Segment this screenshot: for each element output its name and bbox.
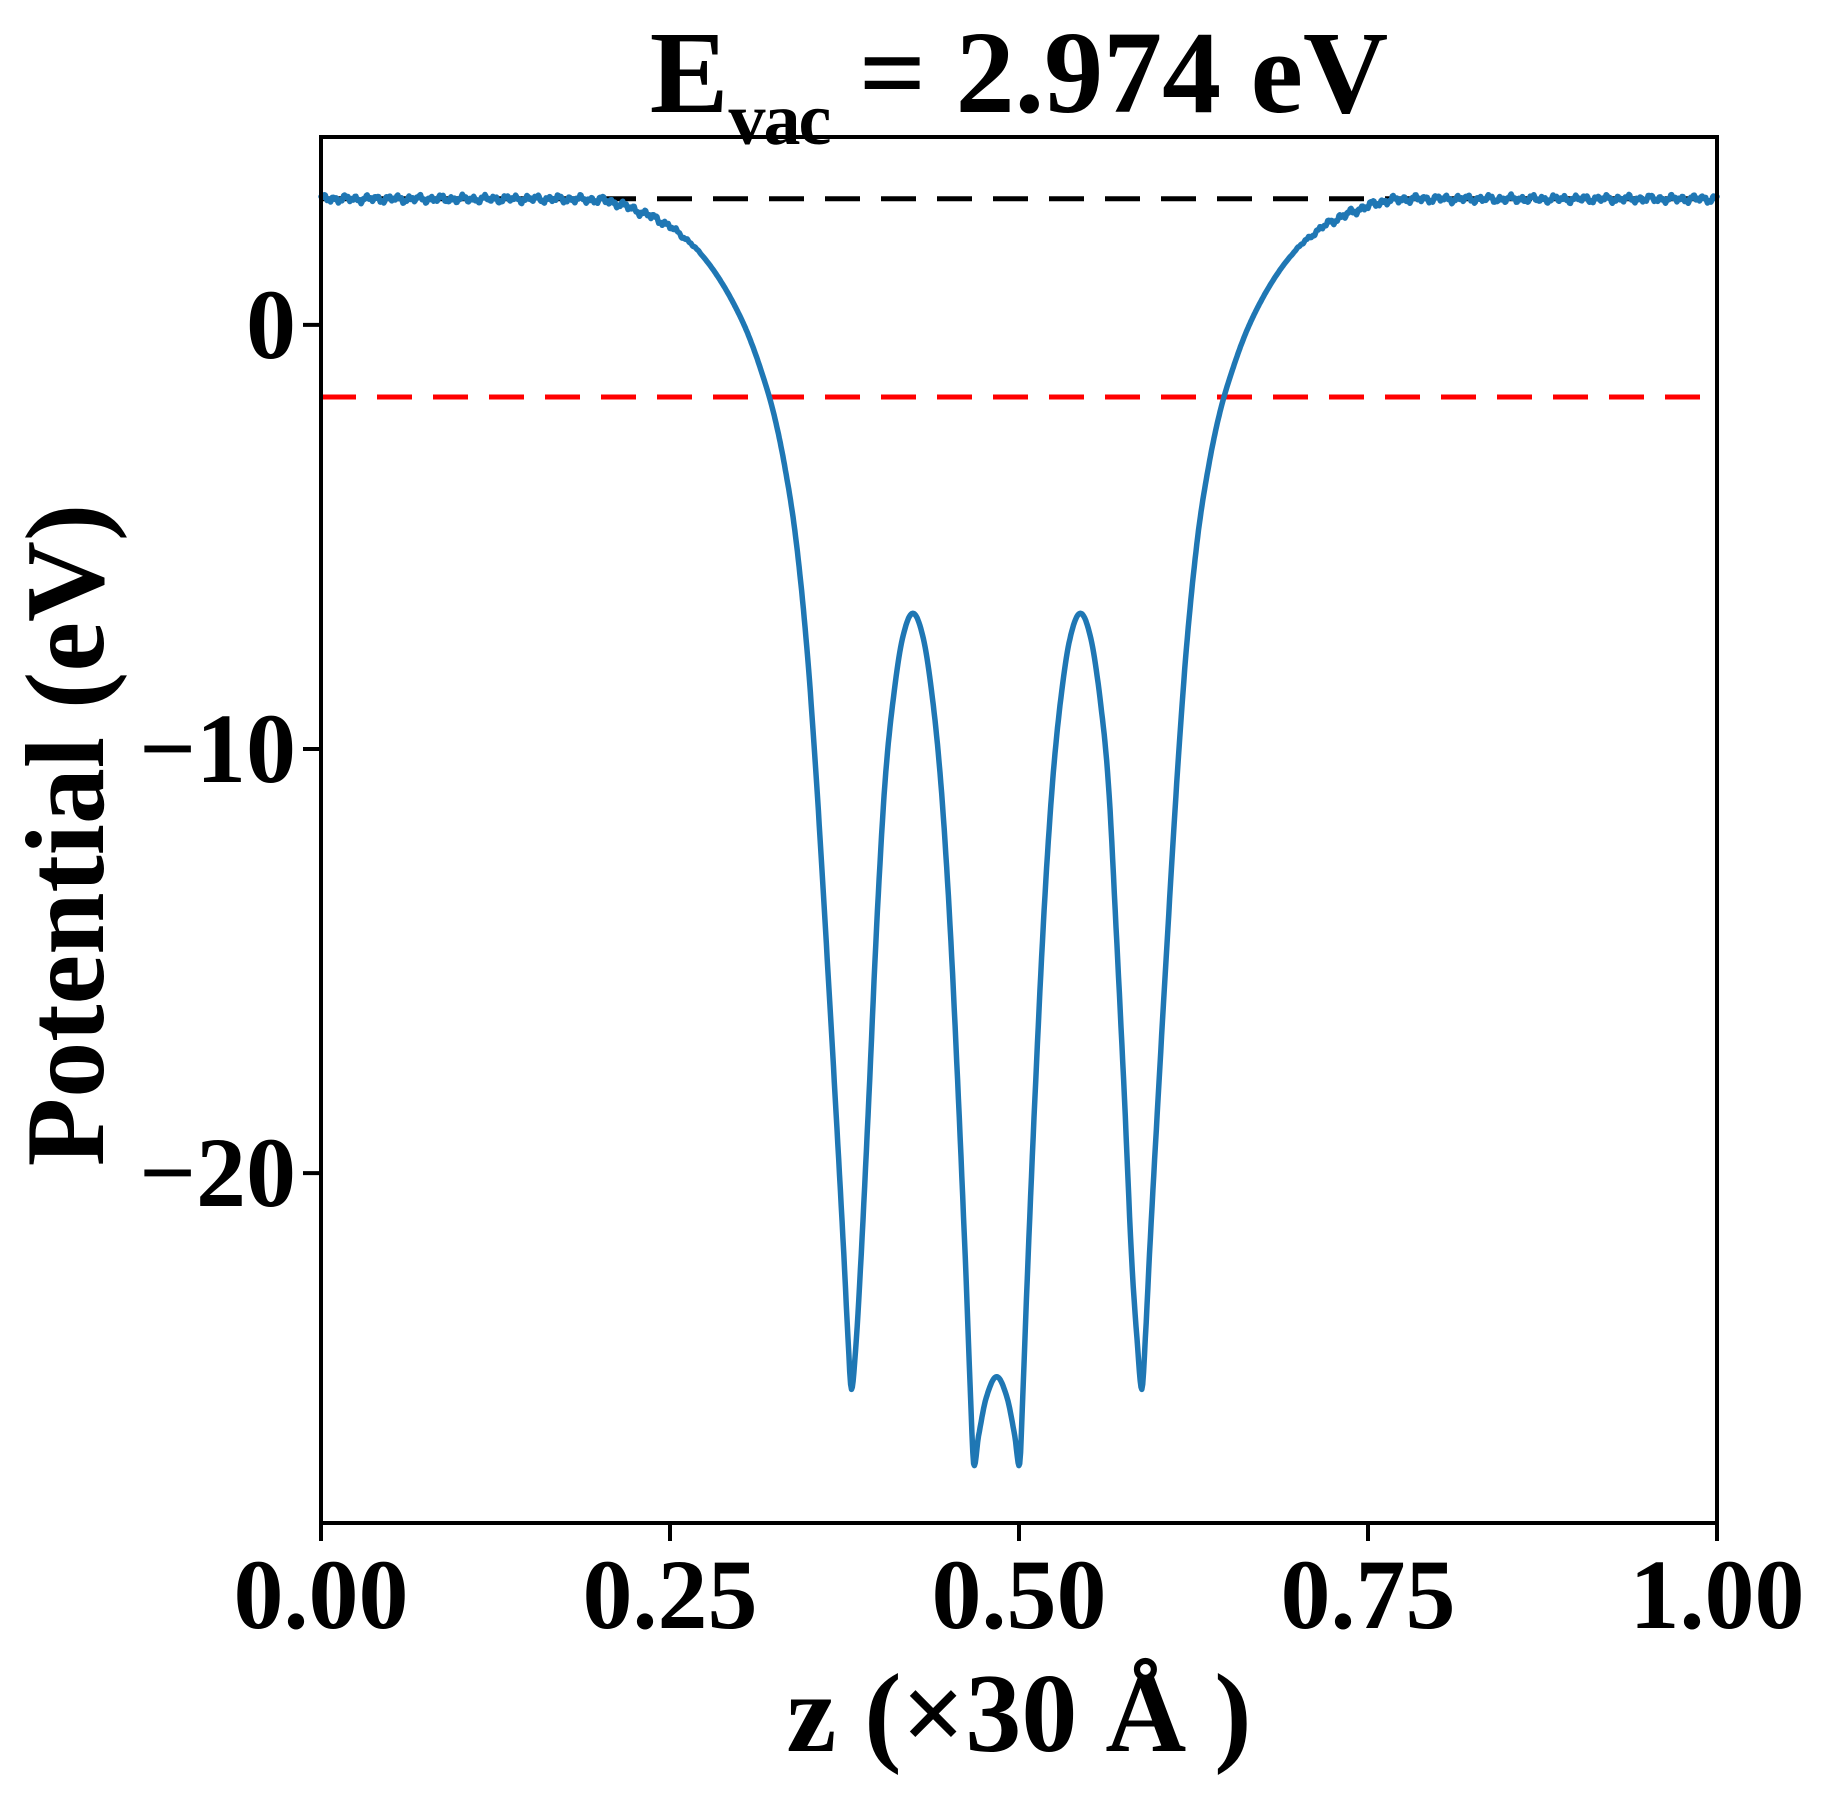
title-symbol: E [649,7,729,138]
plot-border [319,135,1719,1525]
y-axis-label: Potential (eV) [4,503,128,1167]
x-tick-label: 0.75 [1280,1539,1456,1650]
title-value: = 2.974 eV [829,7,1389,138]
x-axis-label: z (×30 Å ) [786,1652,1252,1776]
y-tick-label: −10 [139,692,296,804]
plot-title: Evac = 2.974 eV [650,14,1388,158]
x-tick-label: 0.00 [233,1539,409,1650]
x-tick-label: 0.50 [931,1539,1107,1650]
y-tick-label: 0 [246,268,296,380]
potential-curve [318,191,1720,1469]
title-subscript: vac [728,79,832,161]
x-tick-label: 0.25 [582,1539,758,1650]
y-tick-label: −20 [139,1117,296,1229]
x-tick-label: 1.00 [1629,1539,1805,1650]
